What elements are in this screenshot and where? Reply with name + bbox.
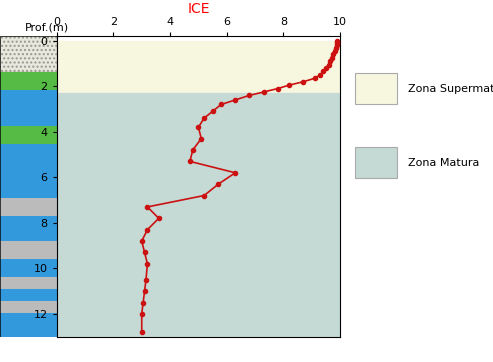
Bar [0,289,57,300]
Text: Zona Supermatura: Zona Supermatura [408,84,493,94]
Bar [0,258,57,277]
Bar [0,300,57,313]
Bar [0,277,57,289]
Bar [0,144,57,198]
X-axis label: ICE: ICE [187,2,210,16]
Text: Prof.(m): Prof.(m) [25,22,69,33]
Bar [0,126,57,144]
Bar [0,216,57,240]
Text: Zona Matura: Zona Matura [408,158,479,168]
Bar [0,90,57,126]
Bar [0,198,57,216]
Bar [355,73,397,104]
Bar [0,36,57,72]
Bar [0,313,57,337]
Bar [0,240,57,258]
Bar [0,72,57,90]
Bar [0,36,57,72]
Bar [355,147,397,178]
